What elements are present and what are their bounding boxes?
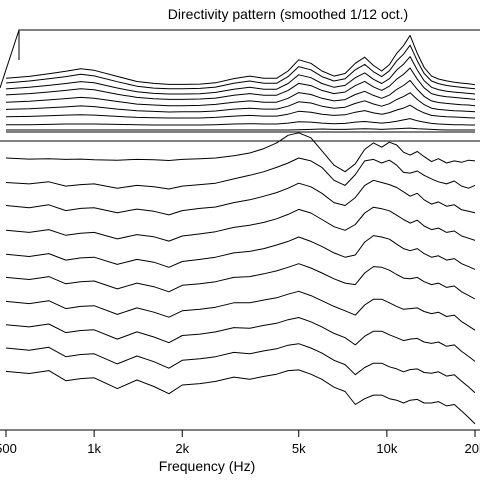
- directivity-curve-20: [5, 343, 476, 394]
- directivity-curve-3: [6, 118, 475, 126]
- x-tick-label: 2k: [175, 441, 189, 456]
- directivity-curves: [5, 34, 476, 425]
- directivity-curve-18: [5, 290, 476, 331]
- directivity-curve-4: [5, 104, 476, 119]
- directivity-curve-19: [5, 317, 476, 362]
- x-axis-label: Frequency (Hz): [159, 458, 255, 474]
- directivity-curve-2: [6, 127, 475, 131]
- directivity-curve-8: [5, 56, 476, 95]
- directivity-curve-13: [5, 157, 476, 190]
- x-tick-label: 500: [0, 441, 17, 456]
- x-tick-label: 20k: [465, 441, 480, 456]
- directivity-curve-17: [5, 263, 476, 300]
- directivity-curve-10: [5, 34, 476, 86]
- directivity-curve-15: [5, 206, 476, 242]
- directivity-curve-5: [5, 92, 476, 113]
- directivity-curve-7: [5, 67, 476, 100]
- directivity-curve-14: [5, 179, 476, 216]
- x-tick-label: 1k: [87, 441, 101, 456]
- x-tick-label: 5k: [292, 441, 306, 456]
- x-axis-ticks: 500 1k 2k 5k 10k 20k: [0, 430, 480, 456]
- x-tick-label: 10k: [376, 441, 397, 456]
- directivity-curve-21: [5, 369, 476, 425]
- directivity-curve-12: [5, 132, 476, 173]
- directivity-curve-6: [5, 79, 476, 107]
- directivity-curve-9: [5, 44, 476, 90]
- directivity-curve-16: [5, 235, 476, 270]
- chart-title: Directivity pattern (smoothed 1/12 oct.): [168, 6, 408, 22]
